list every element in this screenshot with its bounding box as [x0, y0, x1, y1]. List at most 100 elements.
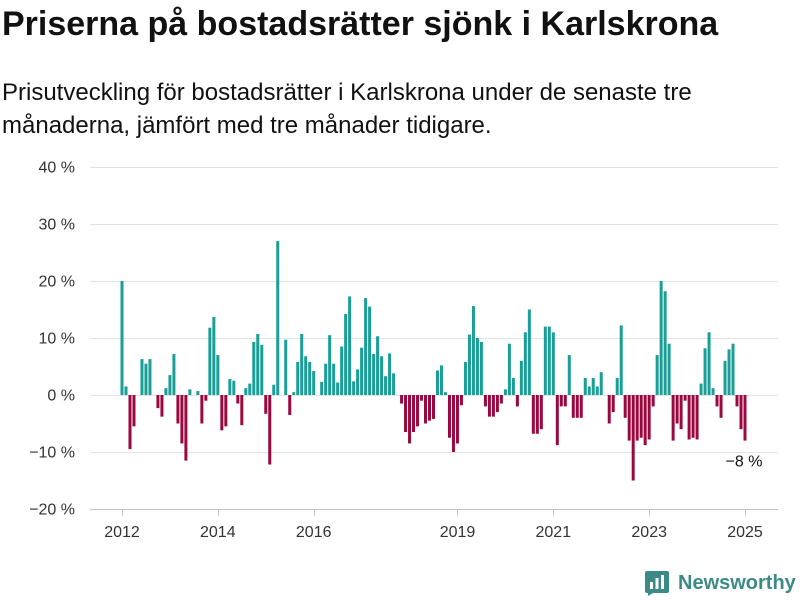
- bar: [196, 391, 200, 395]
- bar: [376, 336, 380, 395]
- bar: [184, 395, 188, 461]
- x-tick-label: 2014: [200, 524, 236, 541]
- y-tick-label: 0 %: [47, 388, 75, 405]
- bar: [595, 386, 599, 395]
- bar: [463, 361, 467, 395]
- x-axis: 2012 2014 2016 2019 2021 2023 2025: [104, 509, 763, 541]
- bar: [699, 383, 703, 395]
- bar: [248, 383, 252, 395]
- bar: [563, 395, 567, 407]
- bar: [212, 316, 216, 395]
- bar: [292, 392, 296, 395]
- bar: [252, 341, 256, 395]
- bar: [559, 395, 563, 407]
- bar: [647, 395, 651, 440]
- bar: [447, 395, 451, 438]
- y-tick-label: 10 %: [39, 331, 75, 348]
- bar: [459, 395, 463, 406]
- bar: [364, 298, 368, 395]
- bar: [535, 395, 539, 434]
- bar: [599, 372, 603, 395]
- bar: [132, 395, 136, 427]
- bar: [392, 373, 396, 395]
- bar: [499, 395, 503, 404]
- bar: [276, 241, 280, 395]
- bar: [659, 281, 663, 395]
- bar: [667, 343, 671, 395]
- bar: [344, 314, 348, 395]
- bar: [336, 382, 340, 395]
- bar: [671, 395, 675, 441]
- bar: [547, 326, 551, 395]
- value-label: −8 %: [726, 454, 763, 471]
- bar: [615, 377, 619, 395]
- bar: [587, 386, 591, 395]
- bar: [435, 370, 439, 395]
- bar: [543, 326, 547, 395]
- bar: [691, 395, 695, 438]
- bar: [356, 369, 360, 395]
- bars: [120, 241, 747, 481]
- bar: [735, 395, 739, 407]
- bar: [711, 388, 715, 395]
- bar: [228, 379, 232, 395]
- bar: [348, 296, 352, 395]
- bar: [160, 395, 164, 417]
- bar: [312, 371, 316, 395]
- bar: [180, 395, 184, 444]
- y-tick-label: 20 %: [39, 274, 75, 291]
- bar: [256, 334, 260, 395]
- bar: [703, 348, 707, 395]
- bar: [260, 344, 264, 395]
- bar: [623, 395, 627, 418]
- bar: [455, 395, 459, 444]
- bar: [200, 395, 204, 424]
- x-tick-label: 2016: [296, 524, 332, 541]
- bar: [288, 395, 292, 415]
- bar: [220, 395, 224, 431]
- bar: [284, 339, 288, 395]
- bar: [507, 343, 511, 395]
- bar: [663, 291, 667, 395]
- bar: [308, 361, 312, 395]
- bar: [567, 355, 571, 395]
- bar: [555, 395, 559, 446]
- bar: [164, 388, 168, 395]
- bar: [236, 395, 240, 404]
- bar: [719, 395, 723, 418]
- bar: [471, 306, 475, 395]
- bar: [380, 356, 384, 395]
- bar: [188, 389, 192, 395]
- bar: [340, 346, 344, 395]
- bar: [551, 332, 555, 395]
- bar: [320, 381, 324, 395]
- bar: [451, 395, 455, 452]
- bar: [519, 360, 523, 395]
- brand-logo: Newsworthy: [644, 569, 796, 597]
- bar: [332, 363, 336, 395]
- bar: [328, 335, 332, 395]
- y-tick-label: −20 %: [29, 502, 75, 519]
- bar: [124, 386, 128, 395]
- x-tick-label: 2012: [104, 524, 140, 541]
- bar: [324, 363, 328, 395]
- annotations: −8 %: [726, 454, 763, 471]
- bar: [388, 353, 392, 395]
- x-tick-label: 2021: [536, 524, 572, 541]
- bar: [372, 353, 376, 395]
- bar: [204, 395, 208, 401]
- bar: [360, 347, 364, 395]
- bar: [172, 353, 176, 395]
- bar: [420, 395, 424, 401]
- bar: [527, 309, 531, 395]
- bar: [655, 355, 659, 395]
- bar: [707, 332, 711, 395]
- gridlines: [90, 167, 778, 510]
- bar: [216, 355, 220, 395]
- bar: [727, 349, 731, 395]
- newsworthy-logo-icon: [645, 571, 669, 596]
- y-axis: 40 % 30 % 20 % 10 % 0 % −10 % −20 %: [29, 160, 75, 519]
- bar: [467, 334, 471, 395]
- bar: [232, 380, 236, 395]
- bar: [439, 365, 443, 395]
